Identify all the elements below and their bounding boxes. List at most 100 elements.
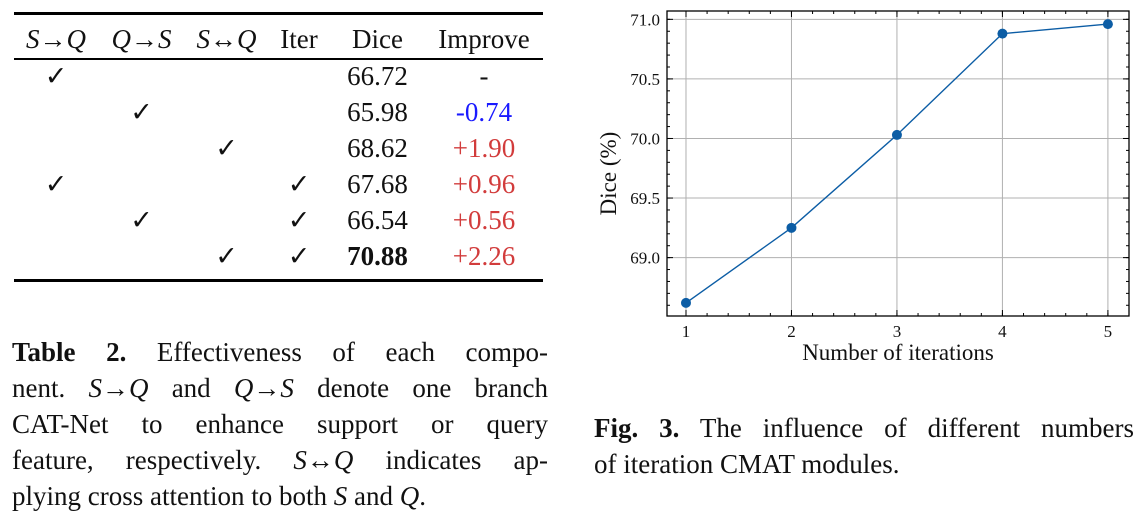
data-point: [786, 222, 797, 233]
caption-text: S: [333, 481, 348, 511]
x-tick-label: 3: [893, 322, 902, 341]
caption-text: and: [347, 481, 400, 511]
caption-text: and: [148, 373, 234, 403]
caption-text: →: [253, 373, 281, 403]
s-both-q-cell: [185, 94, 268, 130]
improve-cell: -: [479, 60, 489, 91]
improve-cell: +1.90: [452, 132, 516, 163]
caption-text: S: [293, 445, 307, 475]
data-point: [680, 297, 691, 308]
y-tick-label: 69.0: [630, 249, 660, 268]
caption-text: Q: [128, 373, 149, 403]
dice-cell: 70.88: [347, 240, 408, 271]
dice-vs-iterations-chart: 1 2 3 4 5 69.0 69.5 70.0 70.5 71.0 Number of itera…: [596, 10, 1130, 365]
caption-text: Effectiveness of each compo-: [126, 337, 548, 367]
iter-cell: [268, 94, 330, 130]
caption-text: S: [280, 373, 294, 403]
x-axis-label: Number of iterations: [802, 340, 994, 365]
improve-cell: +2.26: [452, 240, 516, 271]
dice-cell: 68.62: [347, 132, 408, 163]
table-row: ✓ ✓ 66.54 +0.56: [14, 202, 543, 238]
caption-text: →: [101, 373, 129, 403]
iter-cell: ✓: [287, 240, 311, 271]
caption-label: Fig. 3.: [594, 413, 680, 443]
q-to-s-cell: [98, 238, 185, 274]
plot-frame: [666, 10, 1130, 317]
caption-text: of iteration CMAT modules.: [594, 449, 900, 479]
header-dice: Dice: [352, 23, 403, 54]
improve-cell: -0.74: [455, 96, 513, 127]
caption-label: Table 2.: [12, 337, 127, 367]
header-s-both-q: S↔Q: [196, 23, 257, 54]
header-iter: Iter: [280, 23, 318, 54]
caption-text: denote one branch: [293, 373, 548, 403]
dice-cell: 66.54: [347, 204, 408, 235]
q-to-s-cell: [98, 58, 185, 94]
improve-cell: +0.56: [452, 204, 516, 235]
x-tick-label: 1: [682, 322, 691, 341]
y-axis-label: Dice (%): [596, 132, 621, 216]
caption-text: Q: [233, 373, 254, 403]
table-top-rule: [14, 12, 543, 15]
caption-line: of iteration CMAT modules.: [594, 446, 1134, 482]
y-tick-label: 71.0: [630, 10, 660, 29]
caption-text: ↔: [306, 445, 334, 475]
iter-cell: ✓: [287, 168, 311, 199]
caption-line: CAT-Net to enhance support or query: [12, 406, 548, 442]
dice-cell: 65.98: [347, 96, 408, 127]
caption-text: feature, respectively.: [12, 445, 294, 475]
s-to-q-cell: [14, 94, 98, 130]
s-both-q-cell: [185, 202, 268, 238]
table-row: ✓ 68.62 +1.90: [14, 130, 543, 166]
iter-cell: [268, 130, 330, 166]
improve-cell: +0.96: [452, 168, 516, 199]
x-tick-label: 2: [787, 322, 796, 341]
caption-line: plying cross attention to both S and Q.: [12, 478, 548, 514]
caption-text: The influence of different numbers: [679, 413, 1134, 443]
table-bottom-rule: [14, 279, 543, 282]
q-to-s-cell: ✓: [130, 204, 153, 235]
dice-cell: 67.68: [347, 168, 408, 199]
table-row: ✓ 66.72 -: [14, 58, 543, 94]
ablation-table: S→Q Q→S S↔Q Iter Dice Improve ✓ 66.72 - ✓ 65…: [14, 20, 543, 274]
s-to-q-cell: [14, 130, 98, 166]
iter-cell: ✓: [287, 204, 311, 235]
caption-text: S: [88, 373, 102, 403]
s-to-q-cell: ✓: [44, 168, 68, 199]
table-row: ✓ ✓ 67.68 +0.96: [14, 166, 543, 202]
data-point: [891, 129, 902, 140]
caption-text: .: [419, 481, 426, 511]
s-to-q-cell: [14, 202, 98, 238]
caption-text: nent.: [12, 373, 89, 403]
q-to-s-cell: ✓: [130, 96, 153, 127]
caption-text: indicates ap-: [353, 445, 548, 475]
figure-caption: Fig. 3. The influence of different numbe…: [594, 410, 1134, 482]
s-to-q-cell: [14, 238, 98, 274]
q-to-s-cell: [98, 130, 185, 166]
table-header-row: S→Q Q→S S↔Q Iter Dice Improve: [14, 20, 543, 58]
caption-line: nent. S→Q and Q→S denote one branch: [12, 370, 548, 406]
table-header-rule: [14, 58, 543, 60]
header-s-to-q: S→Q: [26, 23, 86, 54]
data-point: [1102, 19, 1113, 30]
caption-line: feature, respectively. S↔Q indicates ap-: [12, 442, 548, 478]
data-point: [997, 28, 1008, 39]
s-to-q-cell: ✓: [44, 60, 68, 91]
caption-text: Q: [399, 481, 420, 511]
s-both-q-cell: ✓: [215, 132, 238, 163]
table-row: ✓ 65.98 -0.74: [14, 94, 543, 130]
y-tick-label: 70.5: [630, 70, 660, 89]
header-q-to-s: Q→S: [111, 23, 172, 54]
q-to-s-cell: [98, 166, 185, 202]
table-row: ✓ ✓ 70.88 +2.26: [14, 238, 543, 274]
header-improve: Improve: [438, 23, 530, 54]
caption-text: plying cross attention to both: [12, 481, 334, 511]
y-tick-label: 70.0: [630, 129, 660, 148]
iter-cell: [268, 58, 330, 94]
caption-text: Q: [333, 445, 354, 475]
dice-cell: 66.72: [347, 60, 408, 91]
x-tick-label: 4: [998, 322, 1007, 341]
caption-line: Fig. 3. The influence of different numbe…: [594, 410, 1134, 446]
caption-text: CAT-Net to enhance support or query: [12, 409, 548, 439]
table-caption: Table 2. Effectiveness of each compo-nen…: [12, 334, 548, 514]
